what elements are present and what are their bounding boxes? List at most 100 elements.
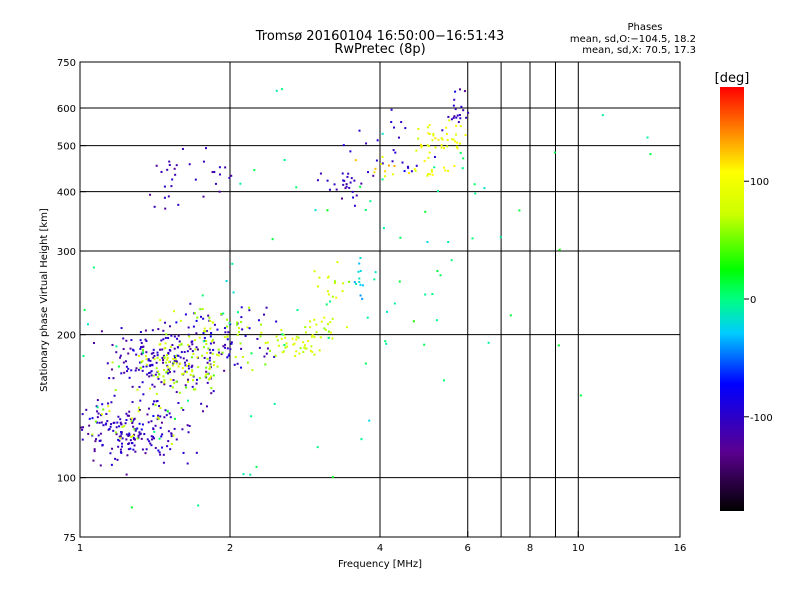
- data-point: [410, 170, 413, 173]
- data-point: [212, 348, 215, 351]
- data-point: [462, 109, 465, 112]
- data-point: [138, 408, 141, 411]
- data-point: [442, 379, 445, 382]
- data-point: [359, 257, 362, 260]
- data-point: [210, 375, 213, 378]
- data-point: [191, 385, 194, 388]
- data-point: [376, 139, 379, 142]
- data-point: [127, 434, 130, 437]
- data-point: [171, 386, 174, 389]
- data-point: [353, 281, 356, 284]
- data-point: [463, 90, 466, 93]
- data-point: [196, 378, 199, 381]
- data-point: [458, 113, 461, 116]
- data-point: [108, 410, 111, 413]
- data-point: [459, 117, 462, 120]
- data-point: [353, 179, 356, 182]
- data-point: [163, 347, 166, 350]
- data-point: [250, 415, 253, 418]
- data-point: [434, 146, 437, 149]
- data-point: [96, 406, 99, 409]
- data-point: [160, 381, 163, 384]
- data-point: [92, 459, 95, 462]
- data-point: [140, 361, 143, 364]
- data-point: [310, 335, 313, 338]
- data-point: [198, 377, 201, 380]
- data-point: [195, 382, 198, 385]
- colorbar-ticks: 100 0 -100: [744, 177, 773, 424]
- x-tick-label: 8: [527, 543, 533, 554]
- data-point: [86, 323, 89, 326]
- data-point: [360, 438, 363, 441]
- colorbar-tick-label: 100: [750, 177, 769, 188]
- data-point: [205, 366, 208, 369]
- data-point: [147, 421, 150, 424]
- data-point: [184, 313, 187, 316]
- data-point: [142, 351, 145, 354]
- data-point: [316, 179, 319, 182]
- data-point: [211, 352, 214, 355]
- data-point: [453, 98, 456, 101]
- data-point: [326, 276, 329, 279]
- data-point: [164, 409, 167, 412]
- data-point: [184, 364, 187, 367]
- data-point: [304, 331, 307, 334]
- data-point: [152, 415, 155, 418]
- data-point: [188, 362, 191, 365]
- data-point: [232, 291, 235, 294]
- data-point: [192, 388, 195, 391]
- data-point: [114, 388, 117, 391]
- data-point: [367, 171, 370, 174]
- data-point: [186, 424, 189, 427]
- data-point: [139, 399, 142, 402]
- data-point: [143, 433, 146, 436]
- data-point: [384, 175, 387, 178]
- grid-lines: [80, 62, 680, 537]
- data-point: [195, 319, 198, 322]
- data-point: [398, 280, 401, 283]
- data-point: [518, 209, 521, 212]
- data-point: [205, 330, 208, 333]
- data-point: [114, 457, 117, 460]
- data-point: [202, 346, 205, 349]
- data-point: [173, 347, 176, 350]
- data-point: [127, 367, 130, 370]
- data-point: [141, 360, 144, 363]
- data-point: [392, 149, 395, 152]
- data-point: [121, 437, 124, 440]
- data-point: [447, 241, 450, 244]
- data-point: [131, 434, 134, 437]
- data-point: [130, 435, 133, 438]
- data-point: [295, 335, 298, 338]
- data-point: [111, 447, 114, 450]
- data-point: [135, 353, 138, 356]
- data-point: [157, 328, 160, 331]
- data-point: [162, 375, 165, 378]
- data-point: [163, 381, 166, 384]
- data-point: [145, 351, 148, 354]
- x-tick-label: 1: [77, 543, 83, 554]
- data-point: [108, 377, 111, 380]
- data-point: [275, 320, 278, 323]
- data-point: [174, 359, 177, 362]
- data-point: [152, 351, 155, 354]
- data-point: [120, 451, 123, 454]
- data-point: [423, 343, 426, 346]
- data-point: [346, 175, 349, 178]
- data-point: [170, 334, 173, 337]
- data-point: [95, 438, 98, 441]
- data-point: [145, 448, 148, 451]
- data-points: [80, 88, 652, 509]
- data-point: [121, 445, 124, 448]
- data-point: [391, 173, 394, 176]
- data-point: [226, 347, 229, 350]
- data-point: [227, 331, 230, 334]
- data-point: [297, 336, 300, 339]
- data-point: [180, 351, 183, 354]
- data-point: [223, 346, 226, 349]
- data-point: [208, 363, 211, 366]
- data-point: [144, 452, 147, 455]
- data-point: [158, 437, 161, 440]
- data-point: [433, 155, 436, 158]
- data-point: [216, 365, 219, 368]
